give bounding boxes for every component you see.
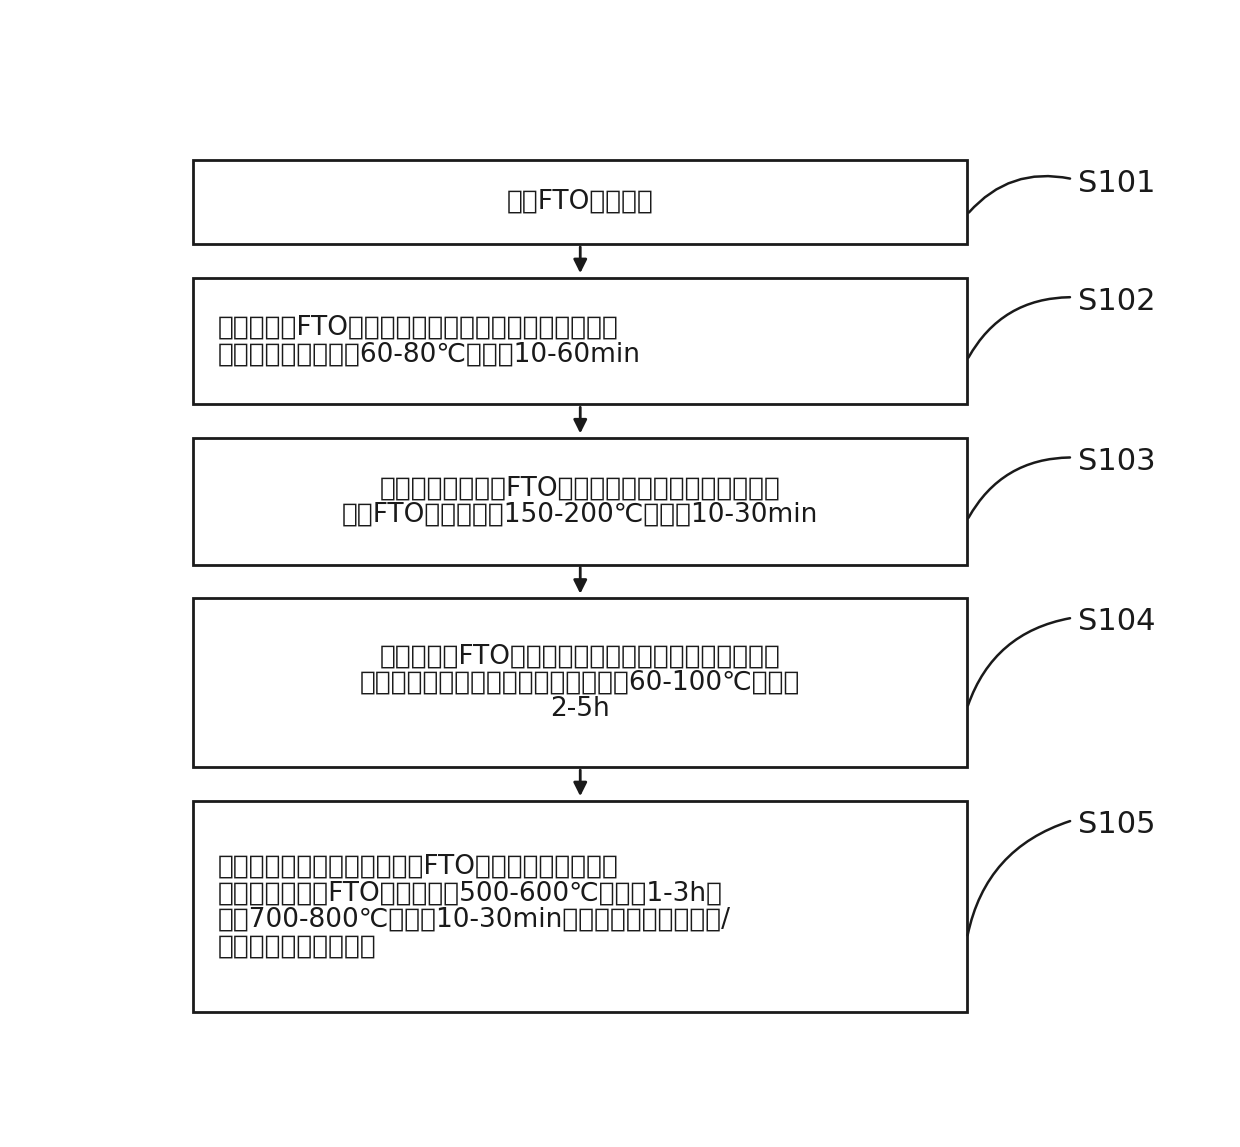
FancyArrowPatch shape bbox=[968, 458, 1070, 518]
Text: 将加热后的FTO导电玻璃置入盛有铁的无机盐和矿化剂: 将加热后的FTO导电玻璃置入盛有铁的无机盐和矿化剂 bbox=[379, 643, 781, 670]
Text: 后的FTO导电玻璃在150-200℃下加热10-30min: 后的FTO导电玻璃在150-200℃下加热10-30min bbox=[342, 501, 818, 528]
FancyArrowPatch shape bbox=[968, 618, 1070, 705]
Text: 清洗FTO导电玻璃: 清洗FTO导电玻璃 bbox=[507, 189, 653, 214]
FancyArrowPatch shape bbox=[968, 297, 1070, 358]
Text: S102: S102 bbox=[1078, 287, 1156, 315]
Bar bbox=[193, 438, 967, 564]
FancyArrowPatch shape bbox=[967, 821, 1070, 935]
Text: S104: S104 bbox=[1078, 607, 1156, 637]
Text: S105: S105 bbox=[1078, 810, 1156, 838]
Bar bbox=[193, 278, 967, 405]
Text: 2-5h: 2-5h bbox=[551, 696, 610, 723]
Text: S103: S103 bbox=[1078, 447, 1156, 476]
Bar bbox=[193, 159, 967, 244]
Bar bbox=[193, 599, 967, 767]
Text: 洗，将清洗后的FTO导电玻璃在500-600℃下退火1-3h，: 洗，将清洗后的FTO导电玻璃在500-600℃下退火1-3h， bbox=[217, 880, 723, 906]
FancyArrowPatch shape bbox=[968, 177, 1070, 212]
Text: 再在700-800℃下退火10-30min，制备得到纳米钛酸铁/: 再在700-800℃下退火10-30min，制备得到纳米钛酸铁/ bbox=[217, 906, 730, 933]
Text: 水溶液的反应釜中，并将所述反应釜在60-100℃下加热: 水溶液的反应釜中，并将所述反应釜在60-100℃下加热 bbox=[360, 670, 801, 696]
Text: 三氧化二铁复合光电极: 三氧化二铁复合光电极 bbox=[217, 934, 376, 959]
Text: 取出浸泡后的所述FTO导电玻璃，并进行清洗，将清洗: 取出浸泡后的所述FTO导电玻璃，并进行清洗，将清洗 bbox=[379, 475, 781, 501]
Text: 取出在反应釜中反应后的所述FTO导电玻璃，并进行清: 取出在反应釜中反应后的所述FTO导电玻璃，并进行清 bbox=[217, 853, 619, 880]
Bar bbox=[193, 801, 967, 1012]
Text: 将清洗后的FTO导电玻璃以导电面朝下的方式置入钛的: 将清洗后的FTO导电玻璃以导电面朝下的方式置入钛的 bbox=[217, 315, 619, 341]
Text: S101: S101 bbox=[1078, 169, 1156, 197]
Text: 无机盐水溶液中，在60-80℃下浸泡10-60min: 无机盐水溶液中，在60-80℃下浸泡10-60min bbox=[217, 342, 641, 367]
